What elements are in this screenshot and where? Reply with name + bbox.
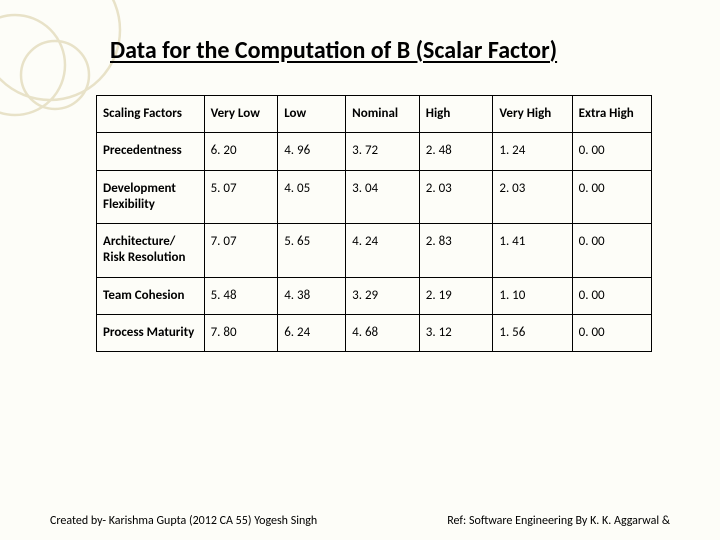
cell: 2. 83: [419, 224, 493, 278]
col-header: High: [419, 96, 493, 133]
cell: 1. 24: [493, 133, 572, 170]
cell: 3. 72: [346, 133, 420, 170]
col-header: Very Low: [204, 96, 278, 133]
cell: 0. 00: [572, 277, 651, 314]
col-header: Scaling Factors: [97, 96, 205, 133]
col-header: Low: [278, 96, 346, 133]
col-header: Very High: [493, 96, 572, 133]
cell: 7. 07: [204, 224, 278, 278]
row-label: Precedentness: [97, 133, 205, 170]
cell: 4. 05: [278, 170, 346, 224]
table-row: Precedentness 6. 20 4. 96 3. 72 2. 48 1.…: [97, 133, 652, 170]
cell: 5. 65: [278, 224, 346, 278]
col-header: Nominal: [346, 96, 420, 133]
cell: 3. 12: [419, 314, 493, 351]
cell: 2. 48: [419, 133, 493, 170]
slide: Data for the Computation of B (Scalar Fa…: [0, 0, 720, 540]
cell: 2. 03: [493, 170, 572, 224]
footer-created-by: Created by- Karishma Gupta (2012 CA 55) …: [50, 514, 317, 530]
cell: 4. 24: [346, 224, 420, 278]
scaling-factors-table: Scaling Factors Very Low Low Nominal Hig…: [96, 95, 652, 352]
cell: 1. 10: [493, 277, 572, 314]
cell: 0. 00: [572, 133, 651, 170]
row-label: Team Cohesion: [97, 277, 205, 314]
cell: 4. 96: [278, 133, 346, 170]
cell: 4. 38: [278, 277, 346, 314]
cell: 3. 04: [346, 170, 420, 224]
col-header: Extra High: [572, 96, 651, 133]
footer-reference: Ref: Software Engineering By K. K. Aggar…: [447, 514, 670, 530]
cell: 3. 29: [346, 277, 420, 314]
cell: 6. 20: [204, 133, 278, 170]
cell: 1. 41: [493, 224, 572, 278]
cell: 5. 48: [204, 277, 278, 314]
table-row: Development Flexibility 5. 07 4. 05 3. 0…: [97, 170, 652, 224]
cell: 0. 00: [572, 224, 651, 278]
row-label: Architecture/ Risk Resolution: [97, 224, 205, 278]
row-label: Process Maturity: [97, 314, 205, 351]
cell: 0. 00: [572, 170, 651, 224]
cell: 0. 00: [572, 314, 651, 351]
table-row: Process Maturity 7. 80 6. 24 4. 68 3. 12…: [97, 314, 652, 351]
cell: 6. 24: [278, 314, 346, 351]
data-table-wrap: Scaling Factors Very Low Low Nominal Hig…: [96, 95, 652, 352]
table-row: Architecture/ Risk Resolution 7. 07 5. 6…: [97, 224, 652, 278]
cell: 4. 68: [346, 314, 420, 351]
table-header-row: Scaling Factors Very Low Low Nominal Hig…: [97, 96, 652, 133]
cell: 2. 03: [419, 170, 493, 224]
cell: 5. 07: [204, 170, 278, 224]
table-row: Team Cohesion 5. 48 4. 38 3. 29 2. 19 1.…: [97, 277, 652, 314]
cell: 7. 80: [204, 314, 278, 351]
row-label: Development Flexibility: [97, 170, 205, 224]
footer: Created by- Karishma Gupta (2012 CA 55) …: [50, 514, 670, 530]
page-title: Data for the Computation of B (Scalar Fa…: [110, 36, 670, 65]
cell: 2. 19: [419, 277, 493, 314]
cell: 1. 56: [493, 314, 572, 351]
